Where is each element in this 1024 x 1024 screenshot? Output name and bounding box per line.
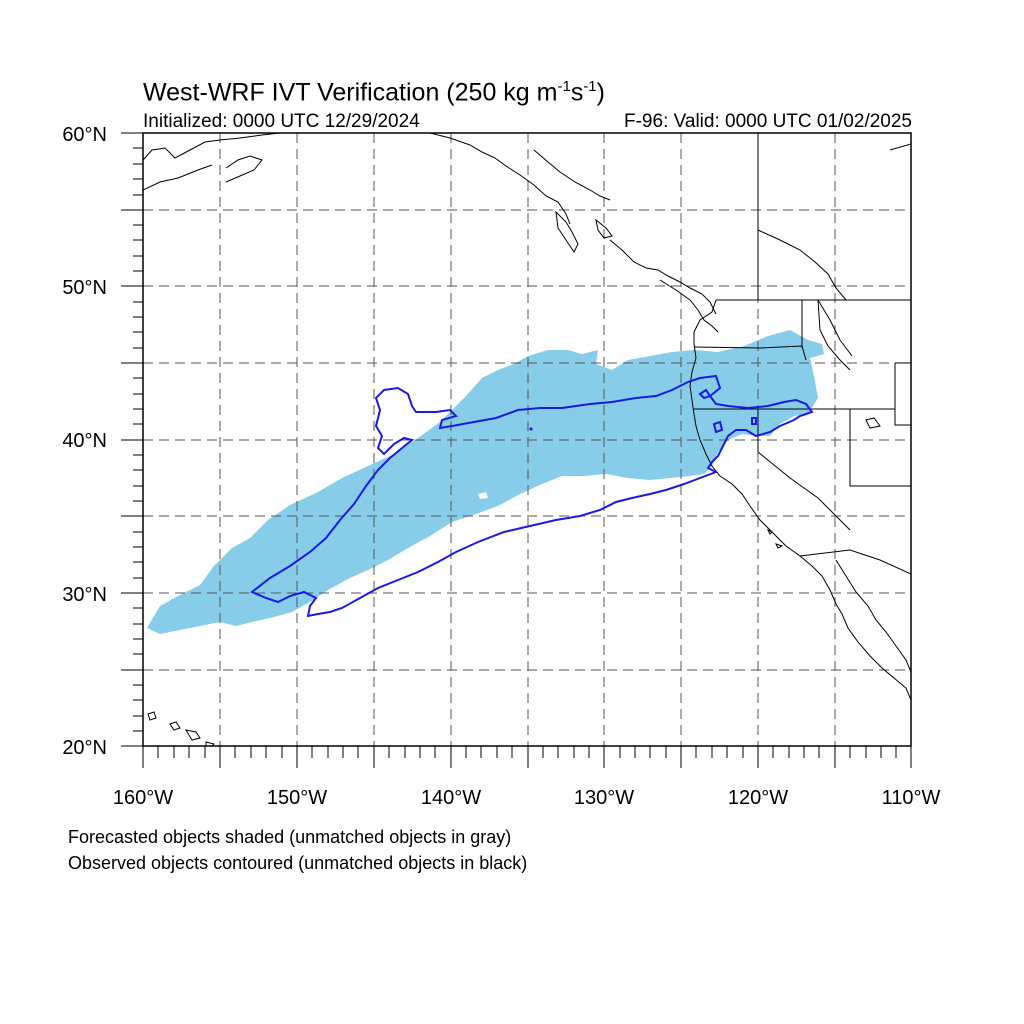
lon-label-160w: 160°W <box>112 787 174 809</box>
graticule <box>143 133 911 746</box>
observed-legend-note: Observed objects contoured (unmatched ob… <box>68 853 528 873</box>
forecast-ivt-object <box>147 330 824 634</box>
lat-label-40n: 40°N <box>62 430 107 452</box>
initialized-time: Initialized: 0000 UTC 12/29/2024 <box>143 111 420 132</box>
forecast-legend-note: Forecasted objects shaded (unmatched obj… <box>68 827 512 847</box>
observed-contour-dot <box>529 427 533 431</box>
observed-contour-island <box>698 388 712 400</box>
tick-marks <box>121 132 912 768</box>
map-title: West-WRF IVT Verification (250 kg m-1s-1… <box>143 78 605 107</box>
observed-contour-island <box>712 420 724 434</box>
lon-label-130w: 130°W <box>573 787 635 809</box>
lon-label-110w: 110°W <box>881 787 941 809</box>
valid-time: F-96: Valid: 0000 UTC 01/02/2025 <box>624 111 912 132</box>
lon-label-150w: 150°W <box>266 787 328 809</box>
observed-ivt-contour[interactable] <box>250 374 814 618</box>
observed-contour-island <box>751 417 757 425</box>
political-boundaries <box>693 133 911 575</box>
lat-label-60n: 60°N <box>62 124 107 146</box>
coastlines <box>143 133 911 746</box>
lat-label-50n: 50°N <box>62 277 107 299</box>
lon-label-140w: 140°W <box>420 787 482 809</box>
lat-label-30n: 30°N <box>62 584 107 606</box>
lat-label-20n: 20°N <box>62 737 107 759</box>
lon-label-120w: 120°W <box>727 787 789 809</box>
forecast-gap <box>478 492 488 499</box>
forecast-gap <box>548 486 600 496</box>
